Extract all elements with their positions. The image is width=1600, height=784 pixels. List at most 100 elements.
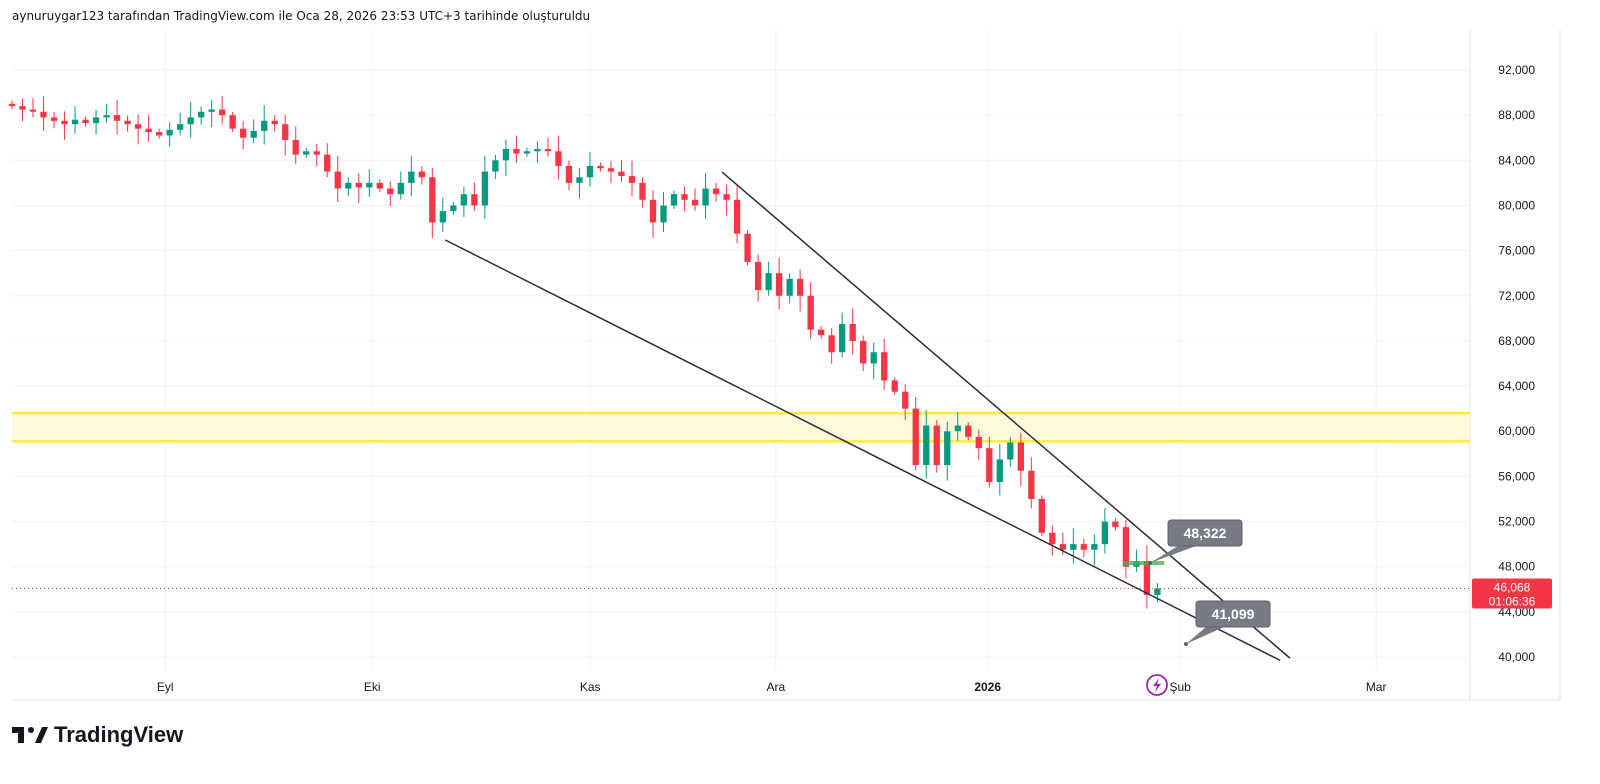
candle-body [50,117,58,121]
callout-box [1167,519,1243,547]
candle-body [534,149,541,152]
candle-body [8,103,16,107]
y-tick-label: 68,000 [1498,334,1535,348]
y-tick-label: 48,000 [1498,560,1535,574]
candle-body [187,117,194,125]
callout-label: 41,099 [1212,606,1255,622]
y-tick-label: 60,000 [1498,424,1535,438]
candle-body [944,431,951,466]
candle-body [786,278,793,296]
candle-body [124,120,131,125]
candle-body [61,120,68,125]
x-tick-label: Eyl [157,680,174,694]
candle-body [1007,442,1014,460]
x-tick-label: Mar [1366,680,1387,694]
candle-body [681,194,688,200]
y-tick-label: 72,000 [1498,289,1535,303]
candle-body [502,149,510,161]
current-price-label: 46,068 [1494,581,1531,595]
candle-body [103,115,110,118]
candle-body [744,233,751,262]
chart-caption: aynuruygar123 tarafından TradingView.com… [12,9,591,23]
candle-body [481,171,489,206]
candle-body [1070,544,1077,550]
candle-body [1080,544,1088,550]
x-tick-label: Ara [767,680,786,694]
candle-body [807,295,814,330]
candle-body [733,199,741,234]
x-tick-label: Eki [364,680,381,694]
y-tick-label: 80,000 [1498,198,1535,212]
candle-body [261,120,268,131]
candle-body [723,194,730,200]
candle-body [197,111,205,118]
candle-body [712,188,720,195]
candle-body [82,119,89,124]
candle-body [387,188,394,195]
candle-body [240,128,247,138]
callout-pointer [1150,546,1196,564]
candle-body [334,171,341,189]
candle-body [860,340,867,364]
candle-body [1017,442,1024,471]
candle-body [828,335,835,353]
candle-body [176,124,184,130]
lightning-icon[interactable] [1146,674,1168,696]
candle-body [817,329,825,336]
candle-body [775,273,783,296]
x-tick-label: Şub [1170,680,1192,694]
candle-body [1028,470,1035,499]
y-tick-label: 92,000 [1498,63,1535,77]
candle-body [1059,544,1066,550]
candle-body [660,205,667,223]
candle-body [691,199,699,206]
candle-body [324,154,331,172]
candle-body [303,151,310,155]
candle-body [1091,544,1098,550]
countdown-label: 01:06:36 [1489,595,1536,609]
candle-body [586,165,594,178]
candle-body [166,129,173,136]
candle-body [208,109,215,112]
candle-body [1038,498,1045,533]
candle-body [1101,521,1109,545]
candle-body [1122,527,1130,567]
candle-body [639,182,646,200]
candle-body [355,182,362,188]
tradingview-logo[interactable]: TradingView [12,722,183,748]
y-tick-label: 88,000 [1498,108,1535,122]
candle-body [345,182,352,189]
candle-body [313,151,320,155]
candle-body [649,199,657,223]
candle-body [513,149,520,154]
candle-body [113,115,121,121]
candle-body [492,160,499,172]
candle-body [597,165,604,169]
candle-body [849,323,856,341]
candle-body [460,194,468,206]
candle-body [965,425,972,437]
candle-body [1112,521,1119,528]
candle-body [618,171,625,177]
callout-label: 48,322 [1184,525,1227,541]
candle-body [891,380,898,392]
candle-body [544,149,552,152]
candle-body [754,261,762,291]
x-tick-label: Kas [580,680,601,694]
candle-body [366,182,373,188]
candle-body [923,425,930,466]
candle-body [1049,532,1056,545]
candle-body [29,109,37,112]
tradingview-logo-icon [12,727,48,743]
brand-name: TradingView [54,722,184,747]
callout-anchor [1184,642,1188,646]
level-marker [1122,561,1165,566]
candle-body [670,194,678,206]
candle-body [250,130,257,138]
support-zone [12,413,1470,442]
candle-body [418,171,425,178]
candle-body [1154,588,1161,595]
candle-body [471,194,478,206]
y-tick-label: 40,000 [1498,650,1535,664]
